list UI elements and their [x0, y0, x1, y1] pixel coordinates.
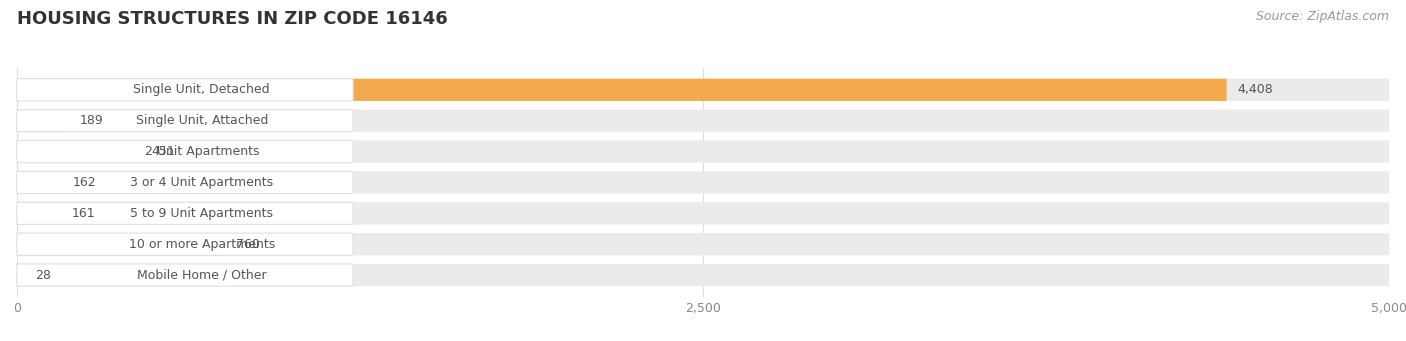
Text: Source: ZipAtlas.com: Source: ZipAtlas.com: [1256, 10, 1389, 23]
Text: 451: 451: [152, 145, 176, 158]
Text: 10 or more Apartments: 10 or more Apartments: [129, 238, 276, 251]
Text: HOUSING STRUCTURES IN ZIP CODE 16146: HOUSING STRUCTURES IN ZIP CODE 16146: [17, 10, 447, 28]
FancyBboxPatch shape: [17, 79, 1389, 101]
Text: 760: 760: [236, 238, 260, 251]
FancyBboxPatch shape: [17, 264, 24, 286]
FancyBboxPatch shape: [17, 202, 1389, 224]
FancyBboxPatch shape: [17, 233, 225, 255]
FancyBboxPatch shape: [17, 233, 353, 255]
Text: 3 or 4 Unit Apartments: 3 or 4 Unit Apartments: [131, 176, 273, 189]
FancyBboxPatch shape: [17, 233, 1389, 255]
Text: Single Unit, Detached: Single Unit, Detached: [134, 83, 270, 96]
Text: 2 Unit Apartments: 2 Unit Apartments: [145, 145, 259, 158]
FancyBboxPatch shape: [17, 109, 69, 132]
FancyBboxPatch shape: [17, 171, 62, 194]
Text: Mobile Home / Other: Mobile Home / Other: [136, 269, 267, 282]
Text: 162: 162: [72, 176, 96, 189]
FancyBboxPatch shape: [17, 109, 1389, 132]
FancyBboxPatch shape: [17, 140, 141, 163]
Text: 189: 189: [80, 114, 104, 127]
FancyBboxPatch shape: [17, 79, 1226, 101]
FancyBboxPatch shape: [17, 202, 353, 224]
FancyBboxPatch shape: [17, 264, 1389, 286]
FancyBboxPatch shape: [17, 109, 353, 132]
Text: 161: 161: [72, 207, 96, 220]
FancyBboxPatch shape: [17, 140, 1389, 163]
Text: 5 to 9 Unit Apartments: 5 to 9 Unit Apartments: [131, 207, 273, 220]
FancyBboxPatch shape: [17, 171, 353, 194]
Text: Single Unit, Attached: Single Unit, Attached: [135, 114, 269, 127]
FancyBboxPatch shape: [17, 202, 60, 224]
FancyBboxPatch shape: [17, 79, 353, 101]
FancyBboxPatch shape: [17, 171, 1389, 194]
Text: 4,408: 4,408: [1237, 83, 1274, 96]
FancyBboxPatch shape: [17, 264, 353, 286]
FancyBboxPatch shape: [17, 140, 353, 163]
Text: 28: 28: [35, 269, 52, 282]
